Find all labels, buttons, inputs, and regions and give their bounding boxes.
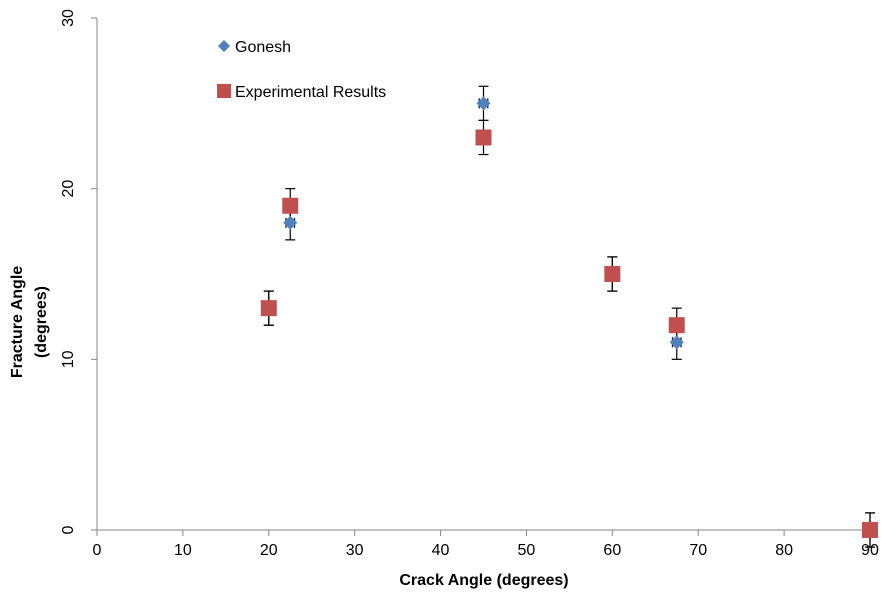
gonesh-point <box>283 215 298 230</box>
x-tick-label: 90 <box>861 542 879 559</box>
legend-label: Gonesh <box>235 39 291 56</box>
experimental-point <box>282 197 299 214</box>
legend-label: Experimental Results <box>235 84 386 101</box>
axes-layer: 0 10 20 30 40 50 60 70 80 90 0 10 20 30 <box>60 9 879 559</box>
error-bars-layer <box>263 85 875 548</box>
x-tick-label: 60 <box>603 542 621 559</box>
y-tick-label: 30 <box>60 9 77 27</box>
y-axis-title-line-1: Fracture Angle <box>9 266 26 378</box>
y-tick-label: 0 <box>60 525 77 534</box>
legend: Gonesh Experimental Results <box>217 39 386 101</box>
y-tick-label: 20 <box>60 180 77 198</box>
legend-marker-gonesh <box>218 40 230 52</box>
x-tick-label: 70 <box>689 542 707 559</box>
experimental-point <box>260 300 277 317</box>
x-tick-label: 10 <box>174 542 192 559</box>
x-tick-label: 80 <box>775 542 793 559</box>
x-tick-label: 30 <box>346 542 364 559</box>
y-tick-label: 10 <box>60 350 77 368</box>
experimental-point <box>604 266 621 282</box>
x-axis-title: Crack Angle (degrees) <box>399 572 568 589</box>
markers-layer <box>260 96 878 538</box>
gonesh-point <box>669 335 684 350</box>
legend-marker-experimental <box>217 84 231 98</box>
experimental-point <box>862 522 878 538</box>
x-tick-label: 50 <box>518 542 536 559</box>
x-tick-label: 0 <box>93 542 102 559</box>
x-tick-label: 40 <box>432 542 450 559</box>
x-tick-label: 20 <box>260 542 278 559</box>
y-axis-title-line-2: (degrees) <box>33 286 50 358</box>
experimental-point <box>668 317 685 334</box>
gonesh-point <box>476 96 491 111</box>
experimental-point <box>475 129 492 146</box>
